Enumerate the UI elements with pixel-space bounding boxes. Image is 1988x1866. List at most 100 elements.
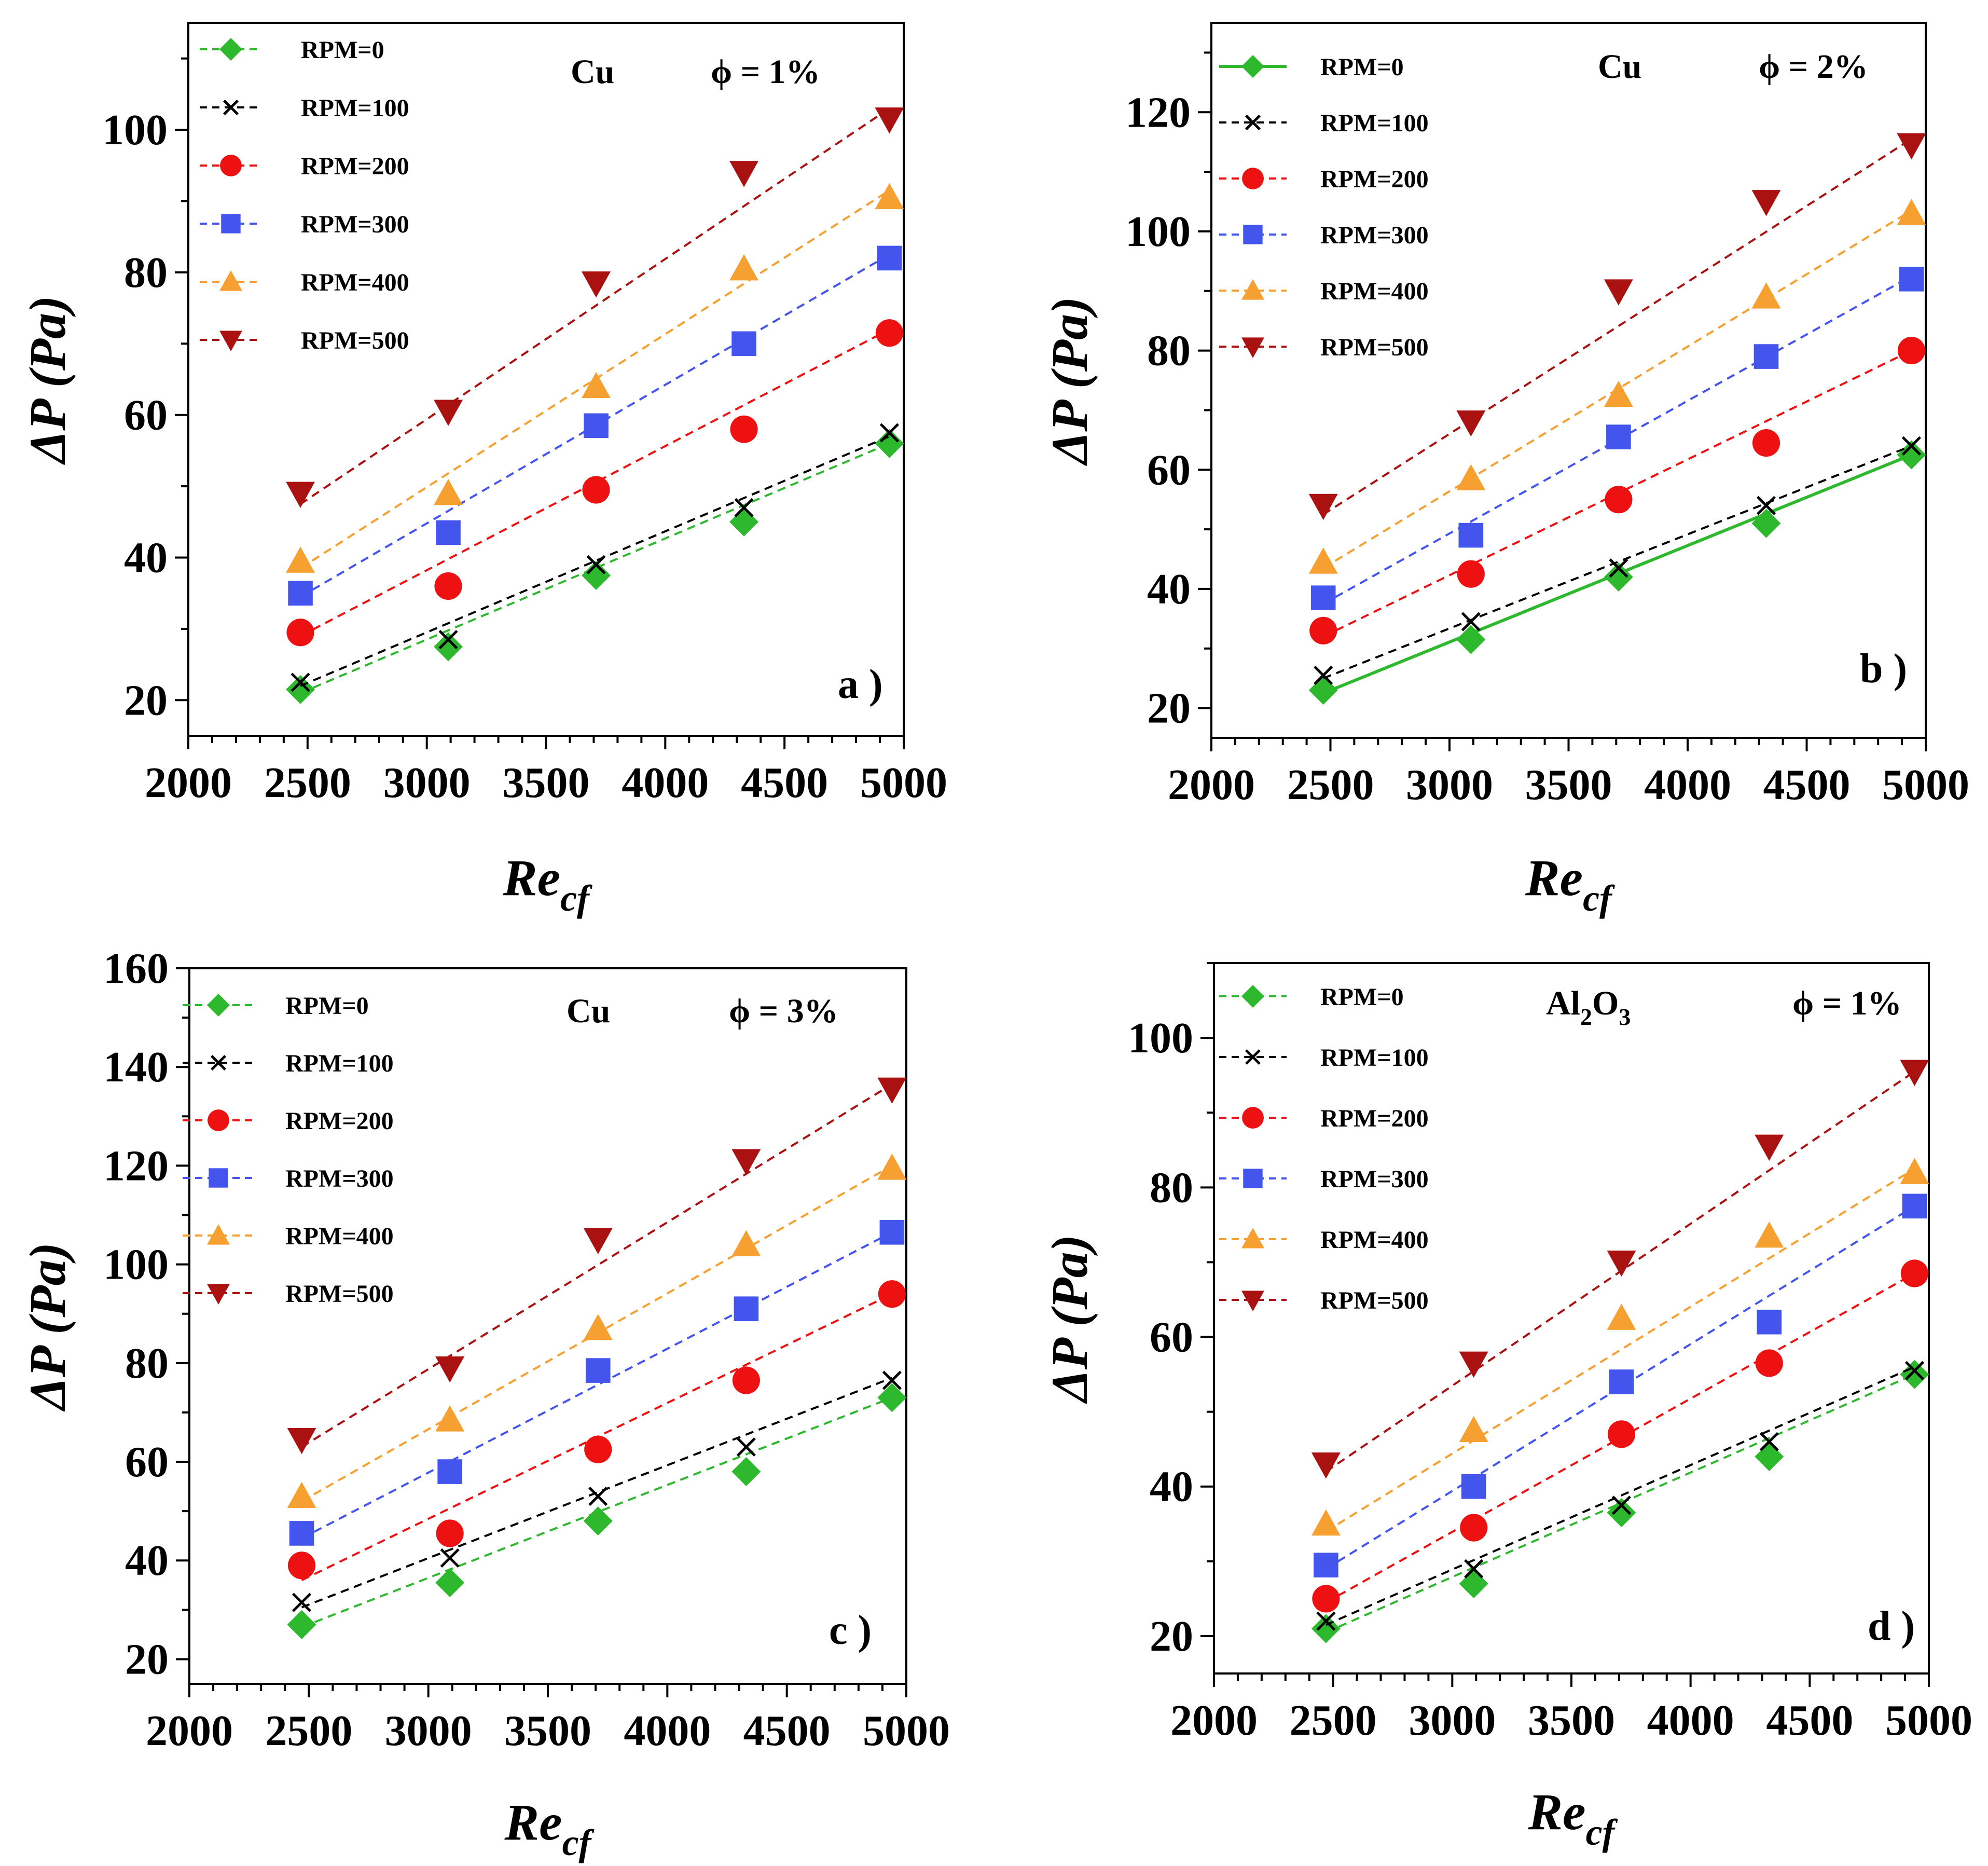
data-point (1604, 279, 1633, 306)
data-point (1751, 190, 1781, 216)
fit-line (1322, 445, 1912, 680)
x-tick-label: 2500 (1287, 761, 1374, 809)
data-point (1461, 612, 1481, 632)
data-point (1900, 1158, 1929, 1184)
data-point (1754, 344, 1779, 369)
data-point (286, 619, 314, 647)
data-point (434, 632, 463, 662)
fit-line (301, 1377, 893, 1609)
y-tick-label: 80 (1147, 327, 1191, 375)
x-tick-label: 3000 (1409, 1696, 1496, 1745)
data-point (1314, 665, 1333, 685)
y-tick-label: 100 (102, 106, 168, 154)
data-point (1899, 266, 1924, 292)
data-point (1456, 410, 1486, 437)
legend-entry: RPM=100 (1219, 109, 1429, 137)
series-RPM=0 (1308, 440, 1926, 705)
data-point (286, 546, 315, 573)
data-point (582, 271, 611, 298)
y-tick-label: 160 (103, 944, 169, 993)
series-RPM=0 (286, 429, 904, 704)
data-point (1755, 1221, 1784, 1248)
legend-label: RPM=0 (1320, 983, 1404, 1011)
data-point (583, 1314, 613, 1340)
fit-line (1325, 1168, 1915, 1532)
fit-line (1325, 1205, 1915, 1570)
legend-marker (207, 1284, 230, 1305)
legend-entry: RPM=300 (183, 1165, 394, 1192)
series-RPM=100 (1316, 1361, 1925, 1631)
data-point (1458, 523, 1484, 548)
data-point (875, 319, 904, 347)
x-axis-title: Recf (1525, 849, 1615, 919)
y-tick-label: 60 (124, 391, 168, 440)
x-axis-title: Recf (504, 1793, 594, 1863)
panel-1: 2000 2500 3000 3500 4000 4500 5000 20 40 60 80 100 Δ… (19, 22, 947, 919)
legend-entry: RPM=0 (200, 36, 384, 64)
data-point (1609, 558, 1628, 578)
legend-marker (209, 1168, 228, 1188)
data-point (1308, 676, 1338, 705)
fit-line (300, 435, 890, 687)
legend-entry: RPM=500 (200, 327, 409, 354)
series-RPM=400 (1308, 199, 1926, 574)
data-point (882, 1370, 902, 1390)
x-axis-title: Recf (502, 849, 592, 919)
data-point (729, 507, 759, 537)
legend-entry: RPM=400 (1219, 1226, 1429, 1254)
series-RPM=100 (292, 1370, 902, 1612)
x-tick-label: 4000 (1644, 761, 1731, 809)
legend-marker (1242, 1107, 1264, 1129)
legend-entry: RPM=500 (183, 1280, 394, 1308)
data-point (584, 1435, 612, 1463)
data-point (586, 555, 606, 574)
legend-marker (1242, 168, 1264, 189)
legend-entry: RPM=200 (200, 153, 409, 180)
legend-label: RPM=0 (1320, 53, 1404, 81)
y-tick-label: 20 (124, 676, 168, 724)
legend-label: RPM=0 (301, 36, 384, 64)
data-point (1607, 1498, 1636, 1528)
fit-line (300, 328, 890, 637)
data-point (1604, 562, 1633, 592)
data-point (1605, 486, 1633, 514)
data-point (734, 1296, 759, 1322)
x-tick-label: 2000 (1168, 761, 1255, 809)
data-point (729, 161, 759, 187)
series-RPM=0 (287, 1383, 907, 1639)
legend-marker (220, 155, 242, 176)
y-tick-label: 60 (1147, 446, 1191, 494)
series-RPM=500 (1311, 1060, 1929, 1479)
series-RPM=300 (288, 245, 902, 606)
data-point (875, 429, 904, 458)
data-point (1755, 1134, 1784, 1161)
data-point (1609, 1369, 1634, 1394)
data-point (585, 1358, 611, 1383)
y-tick-label: 40 (125, 1536, 169, 1585)
data-point (1459, 1416, 1488, 1443)
data-point (879, 423, 899, 443)
legend-marker (208, 1109, 229, 1131)
data-point (436, 1519, 464, 1547)
legend-label: RPM=500 (1320, 1287, 1429, 1314)
data-point (1607, 1304, 1636, 1330)
data-point (434, 572, 462, 600)
legend-entry: RPM=0 (183, 992, 369, 1020)
data-point (287, 1610, 316, 1639)
data-point (292, 1593, 312, 1612)
legend-label: RPM=400 (1320, 278, 1429, 305)
material-label: Cu (1598, 48, 1641, 86)
legend-entry: RPM=300 (1219, 1165, 1429, 1193)
legend-entry: RPM=0 (1219, 53, 1404, 81)
y-tick-label: 120 (103, 1142, 169, 1190)
x-tick-label: 2000 (145, 759, 232, 807)
fit-line (301, 1396, 893, 1628)
data-point (435, 1356, 465, 1383)
data-point (583, 1506, 613, 1536)
data-point (1604, 380, 1633, 407)
series-RPM=200 (1312, 1259, 1929, 1613)
data-point (1751, 509, 1781, 538)
series-RPM=500 (286, 107, 904, 508)
x-tick-label: 2500 (1290, 1696, 1377, 1745)
legend-marker (1241, 1228, 1264, 1248)
